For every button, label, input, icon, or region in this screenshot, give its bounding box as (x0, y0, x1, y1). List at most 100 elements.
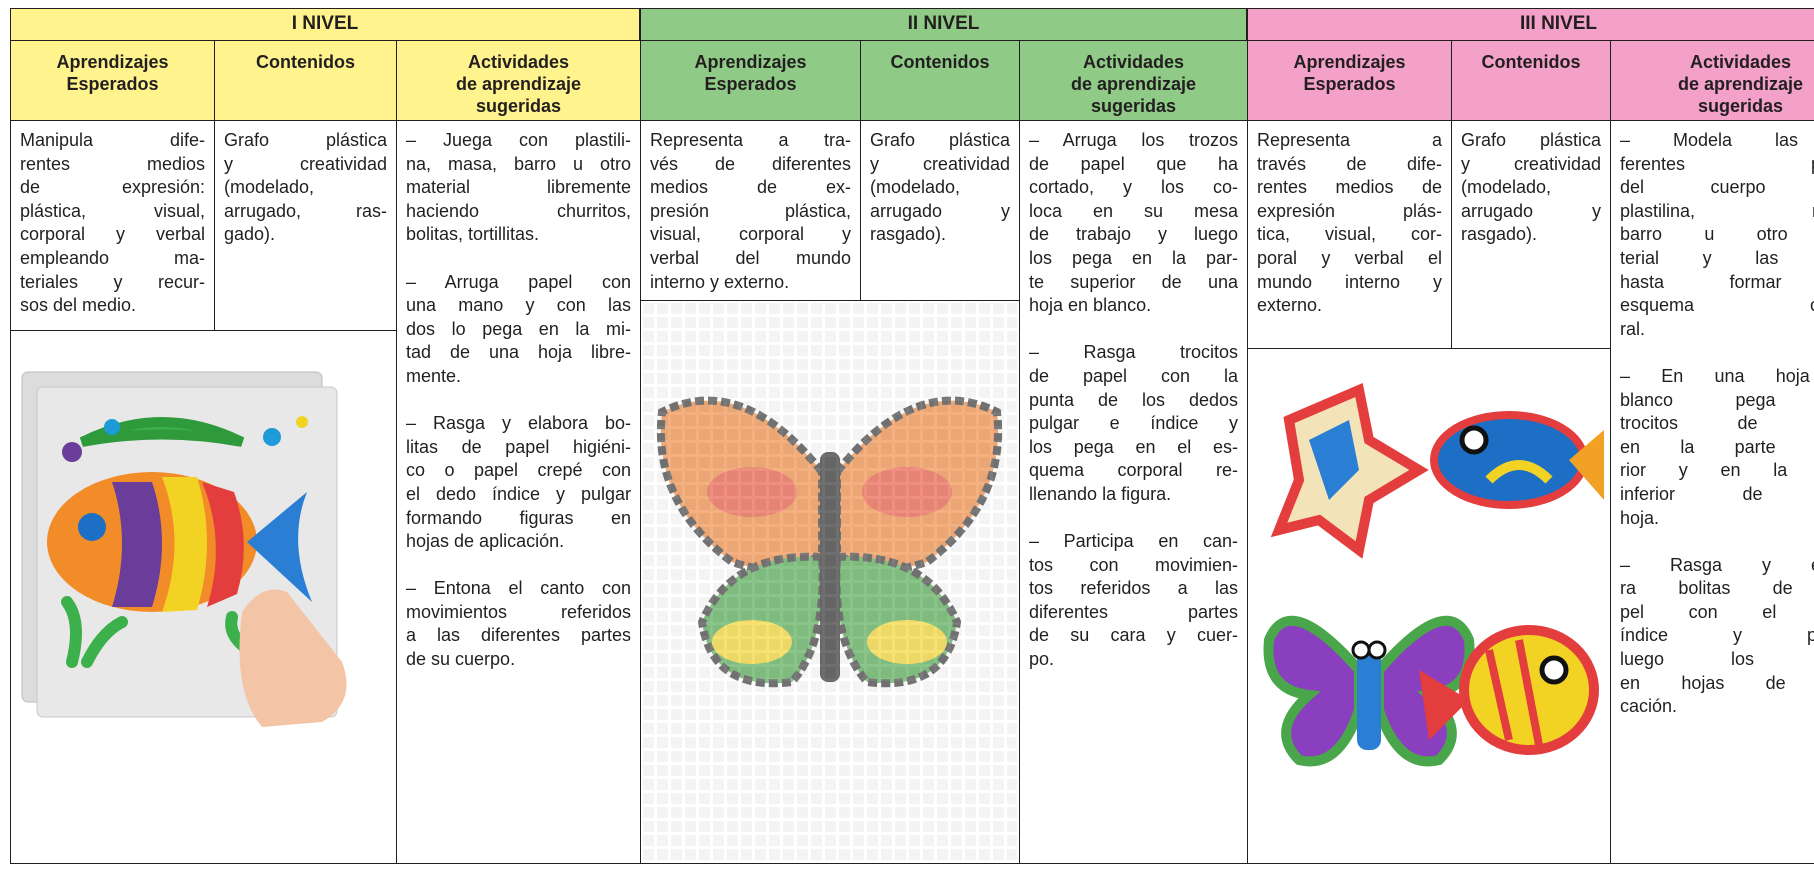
text-line: inferior de otra (1620, 483, 1814, 504)
text-line: cación. (1620, 696, 1678, 717)
column-header-line: sugeridas (1697, 96, 1784, 116)
text-line: arrugado y (870, 200, 1010, 221)
text-line: hojas de aplicación. (406, 531, 565, 552)
activity-paragraph: – Entona el canto con movimientos referid… (406, 577, 631, 671)
actividades-cell: – Modela las di-ferentes partes del cuerp… (1610, 120, 1814, 864)
text-line: tica, visual, cor- (1257, 224, 1442, 245)
text-line: pulgar e índice y (1029, 413, 1238, 434)
text-line: haciendo churritos, (406, 200, 631, 221)
text-line: bolitas, tortillitas. (406, 224, 540, 245)
activity-paragraph: – Arruga los trozos de papel que ha cortad… (1029, 129, 1238, 318)
text-line: y creatividad (224, 153, 387, 174)
activity-paragraph: – Juega con plastili-na, masa, barro u o… (406, 129, 631, 247)
text-line: esquema corpo- (1620, 295, 1814, 316)
activity-paragraph: – Rasga y elabo-ra bolitas de pa-pel con… (1620, 554, 1814, 719)
text-line: – Juega con plastili- (406, 130, 631, 150)
column-header-line: Esperados (704, 74, 797, 94)
text-line: través de dife- (1257, 153, 1442, 174)
aprendizajes-cell: Manipula dife-rentes medios de expresión:… (10, 120, 215, 331)
column-header-line: Contenidos (890, 52, 990, 72)
text-line: rasgado). (870, 224, 947, 245)
text-line: del cuerpo con (1620, 177, 1814, 198)
image-plasticine-fish (21, 371, 347, 727)
activity-paragraph: – En una hoja en blanco pega los trocitos … (1620, 365, 1814, 530)
text-line: hasta formar el (1620, 271, 1814, 292)
text-line: – Rasga y elabo- (1620, 554, 1814, 575)
text-line: Grafo plástica (1461, 130, 1601, 150)
column-header-line: Actividades (467, 52, 570, 72)
text-line: interno y externo. (650, 271, 790, 292)
text-line: poral y verbal el (1257, 247, 1442, 268)
text-line: sos del medio. (20, 295, 137, 316)
column-header: Actividades de aprendizaje sugeridas (396, 40, 641, 121)
activity-paragraph: – Modela las di-ferentes partes del cuerp… (1620, 129, 1814, 341)
column-header-line: de aprendizaje (1677, 74, 1804, 94)
text-line: externo. (1257, 295, 1323, 316)
text-line: tad de una hoja libre- (406, 342, 631, 363)
text-line: terial y las junta (1620, 247, 1814, 268)
text-line: te superior de una (1029, 271, 1238, 292)
column-header-line: Aprendizajes (694, 52, 807, 72)
text-line: plastilina, masa, (1620, 200, 1814, 221)
text-line: pel con el dedo (1620, 601, 1814, 622)
column-header-line: sugeridas (1090, 96, 1177, 116)
text-line: mente. (406, 365, 462, 386)
image-paper-animals (1263, 382, 1604, 767)
text-line: co o papel crepé con (406, 460, 631, 481)
text-line: – Arruga los trozos (1029, 130, 1238, 150)
text-line: litas de papel higiéni- (406, 436, 631, 457)
column-header-line: de aprendizaje (1070, 74, 1197, 94)
text-line: y creatividad (870, 153, 1010, 174)
text-line: y creatividad (1461, 153, 1601, 174)
text-line: presión plástica, (650, 200, 851, 221)
column-header: Actividades de aprendizaje sugeridas (1019, 40, 1248, 121)
text-line: gado). (224, 224, 276, 245)
column-header-line: Aprendizajes (56, 52, 169, 72)
column-header-line: Contenidos (1481, 52, 1581, 72)
text-line: ferentes partes (1620, 153, 1814, 174)
text-line: plástica, visual, (20, 200, 205, 221)
aprendizajes-cell: Representa a tra-vés de diferentes medios… (640, 120, 861, 301)
contenidos-cell: Grafo plástica y creatividad (modelado, arr… (214, 120, 397, 331)
text-line: llenando la figura. (1029, 483, 1172, 504)
column-header-line: Esperados (1303, 74, 1396, 94)
text-line: loca en su mesa (1029, 200, 1238, 221)
column-header: Aprendizajes Esperados (10, 40, 215, 121)
column-header-line: Aprendizajes (1293, 52, 1406, 72)
column-header-line: sugeridas (475, 96, 562, 116)
text-line: una mano y con las (406, 295, 631, 316)
text-line: – Arruga papel con (406, 271, 631, 292)
activity-paragraph: – Arruga papel con una mano y con las dos … (406, 271, 631, 389)
text-line: cortado, y los co- (1029, 177, 1238, 198)
text-line: vés de diferentes (650, 153, 851, 174)
activity-paragraph: – Participa en can-tos con movimien-tos … (1029, 530, 1238, 672)
column-header-line: Esperados (66, 74, 159, 94)
text-line: de papel con la (1029, 365, 1238, 386)
text-line: arrugado y (1461, 200, 1601, 221)
text-line: los pega en la par- (1029, 247, 1238, 268)
text-line: movimientos referidos (406, 601, 631, 622)
text-line: de su cuerpo. (406, 649, 516, 670)
level-title: II NIVEL (640, 8, 1247, 41)
text-line: Representa a tra- (650, 130, 851, 150)
text-line: po. (1029, 649, 1055, 670)
text-line: – Rasga trocitos (1029, 342, 1238, 363)
column-header: Contenidos (214, 40, 397, 121)
text-line: teriales y recur- (20, 271, 205, 292)
text-line: corporal y verbal (20, 224, 205, 245)
text-line: (modelado, (870, 177, 961, 198)
text-line: (modelado, (1461, 177, 1552, 198)
text-line: (modelado, (224, 177, 315, 198)
text-line: en hojas de apli- (1620, 672, 1814, 693)
text-line: rentes medios (20, 153, 205, 174)
text-line: de papel que ha (1029, 153, 1238, 174)
text-line: empleando ma- (20, 247, 205, 268)
text-line: rasgado). (1461, 224, 1538, 245)
text-line: Representa a (1257, 130, 1442, 150)
text-line: – Rasga y elabora bo- (406, 413, 631, 434)
contenidos-cell: Grafo plástica y creatividad (modelado, arr… (1451, 120, 1611, 349)
text-line: índice y pulgar, (1620, 625, 1814, 646)
text-line: tos con movimien- (1029, 554, 1238, 575)
text-line: rior y en la parte (1620, 460, 1814, 481)
text-line: barro u otro ma- (1620, 224, 1814, 245)
